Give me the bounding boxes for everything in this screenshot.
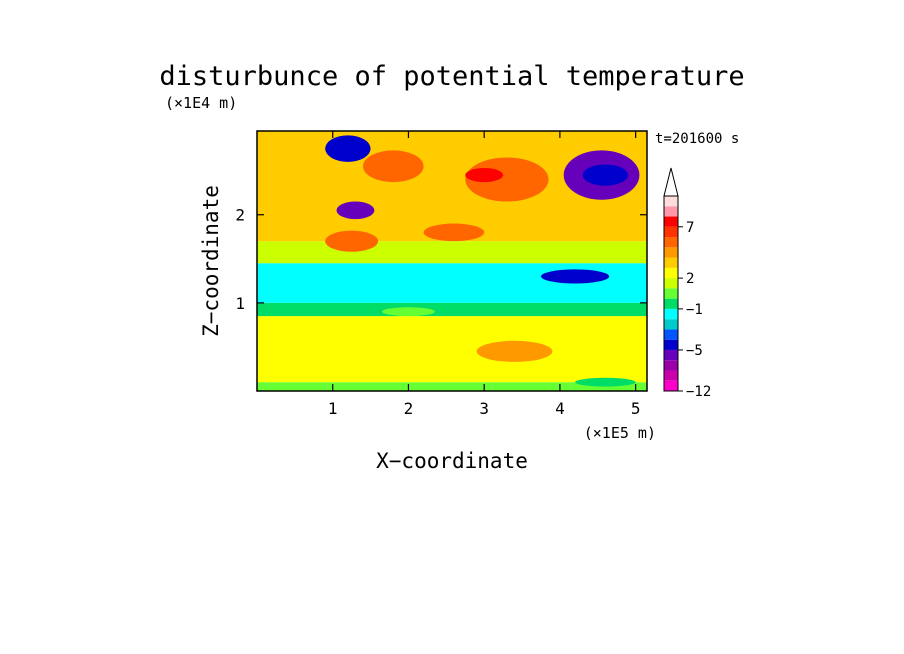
field-feature bbox=[465, 168, 504, 183]
field-feature bbox=[476, 340, 553, 362]
x-tick-label: 4 bbox=[555, 399, 565, 418]
field-layer bbox=[257, 382, 647, 391]
colorbar-extend-arrow bbox=[663, 167, 679, 197]
colorbar-label: 2 bbox=[686, 271, 694, 287]
colorbar-frame bbox=[663, 195, 679, 392]
x-tick-label: 1 bbox=[328, 399, 338, 418]
colorbar-swatch bbox=[664, 329, 678, 340]
field-feature bbox=[381, 307, 435, 317]
field-feature bbox=[540, 269, 610, 284]
field-feature bbox=[325, 230, 379, 252]
colorbar-swatch bbox=[664, 237, 678, 248]
colorbar-swatch bbox=[664, 298, 678, 309]
x-tick-label: 5 bbox=[631, 399, 641, 418]
colorbar-label: −12 bbox=[686, 384, 711, 400]
y-axis: 12 bbox=[235, 206, 647, 313]
field-feature bbox=[423, 223, 485, 242]
contour-field bbox=[257, 131, 647, 391]
colorbar-swatch bbox=[664, 247, 678, 258]
x-tick-label: 3 bbox=[479, 399, 489, 418]
x-axis-title: X−coordinate bbox=[376, 449, 528, 473]
y-tick-label: 2 bbox=[235, 206, 245, 225]
colorbar-swatch bbox=[664, 339, 678, 350]
colorbar-label: 7 bbox=[686, 220, 694, 236]
y-unit-label: (×1E4 m) bbox=[165, 94, 237, 112]
colorbar-swatch bbox=[664, 226, 678, 238]
colorbar-label: −5 bbox=[686, 343, 703, 359]
field-feature bbox=[363, 150, 424, 183]
x-tick-label: 2 bbox=[404, 399, 414, 418]
field-layer bbox=[257, 316, 647, 383]
field-feature bbox=[575, 377, 636, 387]
colorbar: 7 2 −1 −5 −12 bbox=[663, 167, 711, 400]
field-feature bbox=[582, 164, 629, 186]
field-feature bbox=[325, 135, 371, 162]
colorbar-swatch bbox=[664, 360, 678, 371]
x-unit-label: (×1E5 m) bbox=[584, 424, 656, 442]
colorbar-swatch bbox=[664, 288, 678, 299]
colorbar-swatch bbox=[664, 206, 678, 217]
colorbar-swatch bbox=[664, 216, 678, 227]
field-layer bbox=[257, 263, 647, 303]
field-layer bbox=[257, 302, 647, 317]
colorbar-swatch bbox=[664, 319, 678, 330]
chart-title: disturbunce of potential temperature bbox=[159, 61, 744, 92]
y-tick-label: 1 bbox=[235, 294, 245, 313]
field-layer bbox=[257, 241, 647, 264]
plot-frame bbox=[256, 130, 648, 392]
colorbar-swatch bbox=[664, 196, 678, 207]
colorbar-label: −1 bbox=[686, 302, 703, 318]
time-label: t=201600 s bbox=[655, 131, 739, 147]
colorbar-swatch bbox=[664, 308, 678, 320]
colorbar-swatch bbox=[664, 267, 678, 279]
y-axis-title: Z−coordinate bbox=[199, 185, 223, 337]
colorbar-swatch bbox=[664, 278, 678, 289]
field-feature bbox=[336, 201, 375, 220]
x-axis: 1 2 3 4 5 bbox=[328, 131, 641, 418]
colorbar-swatch bbox=[664, 257, 678, 268]
colorbar-swatch bbox=[664, 349, 678, 361]
colorbar-swatch bbox=[664, 370, 678, 381]
colorbar-swatch bbox=[664, 380, 678, 391]
